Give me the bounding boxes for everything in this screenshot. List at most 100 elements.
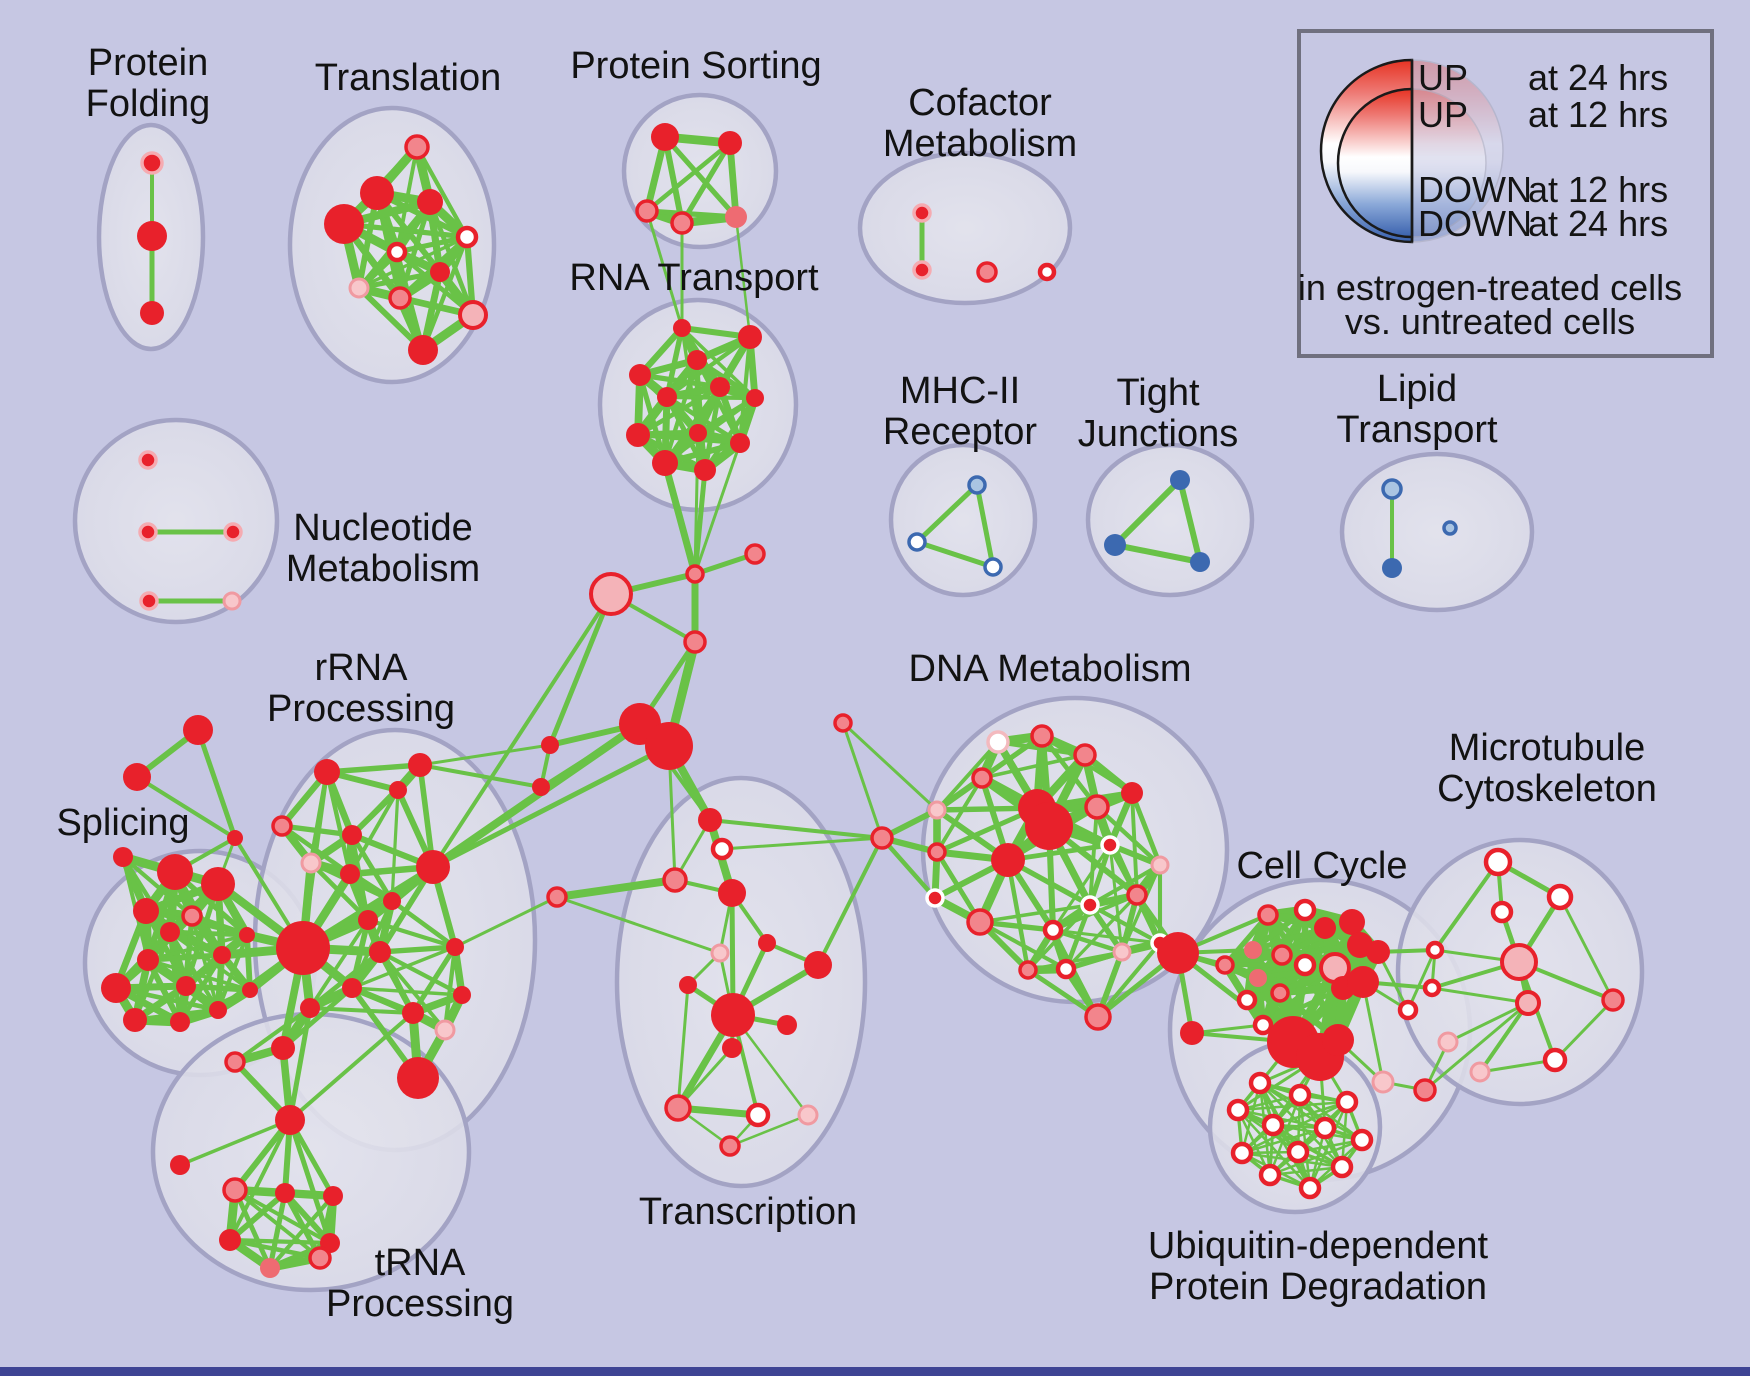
node-ps3 [635,199,659,223]
edge-tx15-tx16 [728,1113,810,1148]
node-cc18 [1371,1070,1395,1094]
edge-rr15-rrB [288,1011,415,1122]
node-rrB [275,1105,305,1135]
node-hub2 [645,722,693,770]
edge-tj1-tj2 [1112,477,1183,548]
node-mc1 [1483,847,1513,877]
node-sr2 [532,778,550,796]
edge-tr7-tr8 [356,269,443,291]
edge-mc6-mc7 [1553,998,1615,1062]
edge-dm12-dm18 [1088,863,1162,907]
edge-ps2-ps3 [644,140,733,214]
edge-ps1-ps4 [662,134,685,226]
node-tx9 [804,951,832,979]
edge-rr4-hub2 [430,743,672,870]
edge-jb-sr1 [547,591,614,748]
node-tx15 [797,1104,819,1126]
edge-dm10-dm16 [977,919,1069,972]
edge-rr9-rr20 [349,832,395,904]
cluster-label-mhc-ii-receptor-line1: MHC-II [900,370,1020,412]
node-ub9 [1286,1140,1310,1164]
node-cc15 [1236,989,1258,1011]
cluster-label-microtubule-cytoskeleton-line2: Cytoskeleton [1437,768,1657,810]
node-tj2 [1104,534,1126,556]
edge-dmL-dm11 [879,835,938,901]
node-rt5 [710,377,730,397]
node-rr15 [402,1002,424,1024]
edge-rr12-rr15 [307,1005,416,1016]
node-tx1 [698,808,722,832]
node-mc4 [1500,943,1538,981]
edge-ub3-ub5 [1271,1100,1349,1127]
cluster-label-trna-processing-line1: tRNA [375,1242,466,1284]
node-cc19 [1413,1078,1437,1102]
node-t2 [123,763,151,791]
legend-time-up12: at 12 hrs [1528,94,1668,135]
legend-time-down24: at 24 hrs [1528,203,1668,244]
edge-sp5-sp14 [167,929,221,1013]
node-tr7 [430,262,450,282]
node-sp13 [170,1012,190,1032]
legend-dir-up24: UP [1418,57,1468,98]
edge-sp10-sp14 [214,951,226,1014]
node-tr8 [348,277,370,299]
cluster-ellipse-transcription [614,775,868,1189]
node-dm4 [971,767,993,789]
edge-dm13-dm19 [1050,927,1125,955]
edge-rr12-rrB [287,1005,313,1123]
node-tr4 [324,204,364,244]
edge-mc9-mc5 [1446,1001,1530,1044]
node-dm6 [927,842,947,862]
node-dm0 [833,713,853,733]
node-sp14 [209,1001,227,1019]
node-sp10 [213,946,231,964]
node-rt9 [689,424,707,442]
node-nm1 [138,450,158,470]
edge-rr11-rr17 [350,986,464,997]
node-ub1 [1248,1071,1272,1095]
cluster-label-rna-transport-line1: RNA Transport [569,257,819,299]
node-mh1 [967,475,987,495]
cluster-label-nucleotide-metabolism-line2: Metabolism [286,548,480,590]
cluster-label-lipid-transport-line1: Lipid [1377,368,1457,410]
node-tn1 [222,1177,248,1203]
edge-dm17-dm21 [1025,967,1101,1020]
edge-dm17-dm19 [1026,950,1124,972]
node-mc2 [1546,883,1574,911]
node-nm5 [222,591,242,611]
node-rt1 [673,319,691,337]
node-rr11 [342,978,362,998]
edge-dm18-dm19 [1120,863,1162,954]
node-cc3 [1314,917,1336,939]
node-jn2 [744,543,766,565]
edge-tn3-tn6 [267,1193,336,1271]
node-mc6 [1601,988,1625,1012]
edge-ub10-ub11 [1268,1165,1344,1177]
node-tr6 [386,241,408,263]
node-mh3 [983,557,1003,577]
node-rt11 [652,450,678,476]
node-ub2 [1288,1083,1312,1107]
node-rr6 [271,815,293,837]
node-tr10 [458,300,488,330]
node-rr10 [369,941,391,963]
node-rr16 [434,1019,456,1041]
node-sp8 [101,973,131,1003]
node-rr3 [408,753,432,777]
cluster-label-cell-cycle-line1: Cell Cycle [1236,845,1407,887]
node-dm14 [1126,884,1148,906]
edge-sp4-sp6 [120,854,195,919]
node-ub4 [1226,1098,1250,1122]
edge-rr1-rr3 [324,762,423,775]
node-dm21 [1084,1003,1112,1031]
edge-sp11-sp14 [215,932,250,1013]
edge-rr4-hub1 [429,720,644,871]
node-sp3 [133,898,159,924]
node-dm7 [1084,794,1110,820]
edge-rr9-rr19 [389,898,458,950]
node-rrA [276,921,330,975]
edge-tj2-tj3 [1112,542,1203,565]
edge-tx2-dmL [720,836,884,851]
node-rr18 [397,1057,439,1099]
